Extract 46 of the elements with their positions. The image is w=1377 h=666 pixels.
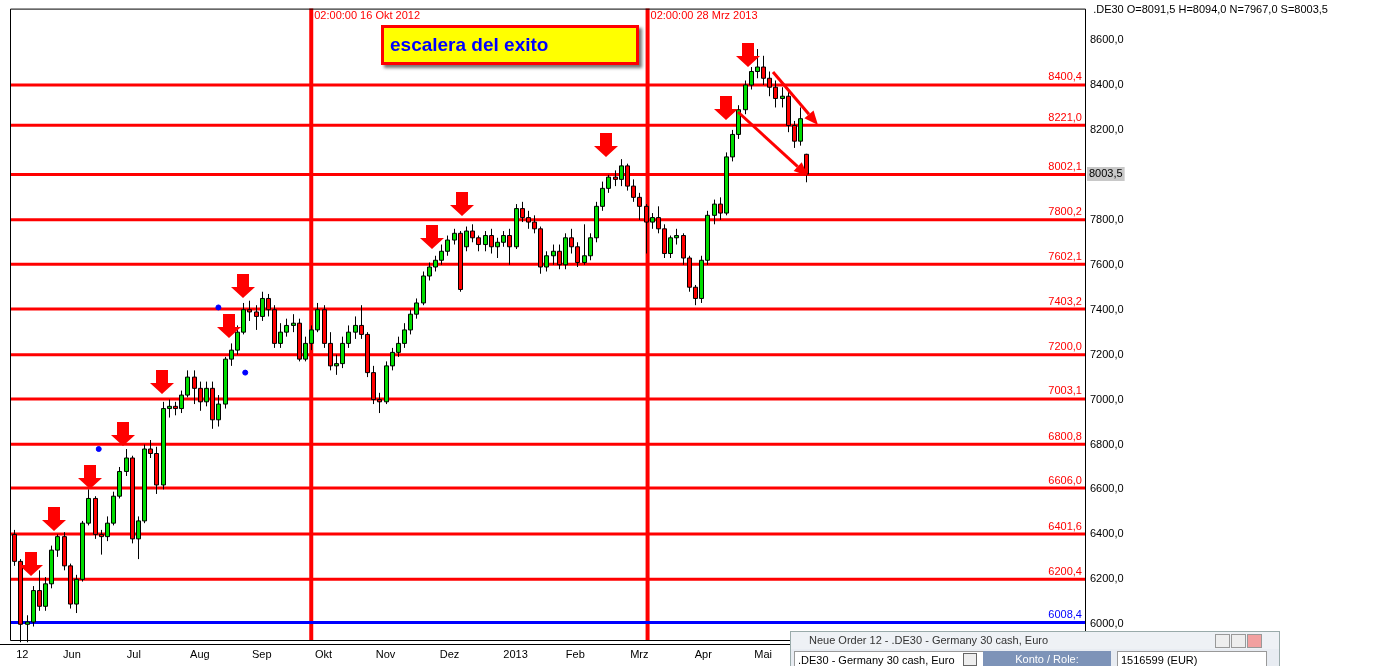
y-tick-label: 6200,0 xyxy=(1090,572,1124,585)
x-tick-label: Jun xyxy=(63,647,81,660)
y-tick-label: 7000,0 xyxy=(1090,392,1124,405)
annotation: Neue Order 12 - .DE30 - Germany 30 cash, Euro xyxy=(791,632,1279,649)
ref-line-label: 7602,1 xyxy=(1048,249,1082,262)
label-box: escalera del exito xyxy=(381,25,639,65)
ref-line-label: 02:00:00 16 Okt 2012 xyxy=(314,9,421,22)
x-tick-label: Mai xyxy=(754,647,772,660)
x-tick-label: Aug xyxy=(190,647,210,660)
x-tick-label: Sep xyxy=(251,647,272,660)
x-tick-label: Jul xyxy=(126,647,141,660)
y-tick-label: 8600,0 xyxy=(1090,33,1124,46)
x-tick-label: 12 xyxy=(16,647,29,660)
dialog-window: Neue Order 12 - .DE30 - Germany 30 cash, Euro .DE30 - Germany 30 cash, Euro Konto / Role: 1516599 (EUR) xyxy=(790,631,1280,666)
ref-line-label: 7200,0 xyxy=(1048,340,1082,353)
x-tick-label: Dez xyxy=(439,647,460,660)
y-tick-label: 7600,0 xyxy=(1090,257,1124,270)
ref-line-label: 6008,4 xyxy=(1048,607,1082,620)
x-tick-label: Okt xyxy=(315,647,333,660)
y-tick-label: 8200,0 xyxy=(1090,122,1124,135)
y-tick-label: 7400,0 xyxy=(1090,302,1124,315)
x-tick-label: Feb xyxy=(565,647,585,660)
x-tick-label: Apr xyxy=(694,647,713,660)
ref-line-label: 8002,1 xyxy=(1048,159,1082,172)
ref-line-label: 7403,2 xyxy=(1048,294,1082,307)
ref-line-label: 7003,1 xyxy=(1048,384,1082,397)
y-tick-label: 6800,0 xyxy=(1090,437,1124,450)
x-tick-label: Mrz xyxy=(630,647,649,660)
ref-line-label: 7800,2 xyxy=(1048,205,1082,218)
ref-line-label: 02:00:00 28 Mrz 2013 xyxy=(650,9,758,22)
y-tick-label: 7800,0 xyxy=(1090,212,1124,225)
ref-line-label: 8221,0 xyxy=(1048,110,1082,123)
ref-line-label: 6606,0 xyxy=(1048,473,1082,486)
x-tick-label: Nov xyxy=(375,647,396,660)
ref-line-label: 8400,4 xyxy=(1048,70,1082,83)
y-tick-label: 6000,0 xyxy=(1090,617,1124,630)
ref-line-label: 6401,6 xyxy=(1048,519,1082,532)
text: .DE30 O=8091,5 H=8094,0 N=7967,0 S=8003,5 xyxy=(1093,3,1328,15)
y-tick-label: 8400,0 xyxy=(1090,78,1124,91)
y-tick-label: 6600,0 xyxy=(1090,482,1124,495)
annotation: 8003,5 xyxy=(1089,167,1123,180)
y-tick-label: 6400,0 xyxy=(1090,527,1124,540)
x-tick-label: 2013 xyxy=(503,647,528,660)
ref-line-label: 6200,4 xyxy=(1048,564,1082,577)
y-tick-label: 7200,0 xyxy=(1090,347,1124,360)
ref-line-label: 6800,8 xyxy=(1048,429,1082,442)
